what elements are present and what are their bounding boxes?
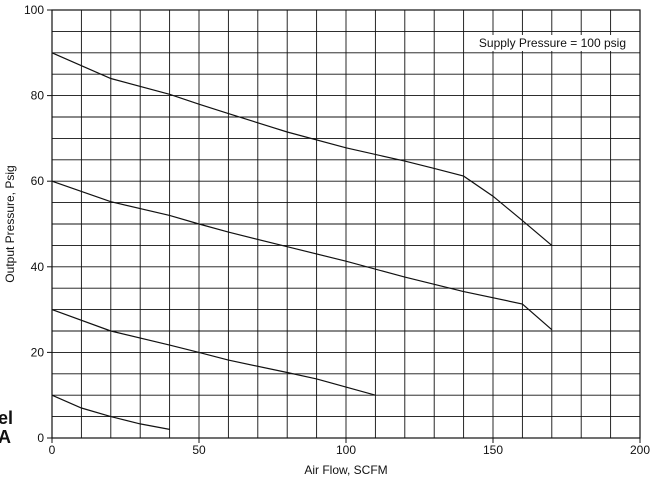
x-tick-label: 100 xyxy=(336,443,356,457)
series-line-1 xyxy=(51,52,553,246)
x-tick-label: 50 xyxy=(192,443,206,457)
grid xyxy=(52,10,640,438)
x-tick-label: 0 xyxy=(49,443,56,457)
x-axis-label: Air Flow, SCFM xyxy=(304,463,387,477)
y-tick-label: 60 xyxy=(31,174,45,188)
series-line-3 xyxy=(51,309,376,396)
ticks: 0 50 100 150 200 0 20 40 60 80 100 xyxy=(24,3,650,457)
annotation: Supply Pressure = 100 psig xyxy=(479,36,626,50)
x-tick-label: 150 xyxy=(483,443,503,457)
x-tick-label: 200 xyxy=(630,443,650,457)
y-tick-label: 20 xyxy=(31,345,45,359)
y-axis-label: Output Pressure, Psig xyxy=(3,165,17,282)
y-tick-label: 0 xyxy=(37,431,44,445)
y-tick-label: 80 xyxy=(31,89,45,103)
cropped-label-top: el xyxy=(0,408,14,428)
y-tick-label: 100 xyxy=(24,3,44,17)
series-line-4 xyxy=(51,394,170,430)
series-line-2 xyxy=(51,180,553,331)
annotation-box xyxy=(475,35,629,51)
y-tick-label: 40 xyxy=(31,260,45,274)
series-group xyxy=(51,52,553,430)
cropped-label-bottom: A xyxy=(0,427,11,447)
